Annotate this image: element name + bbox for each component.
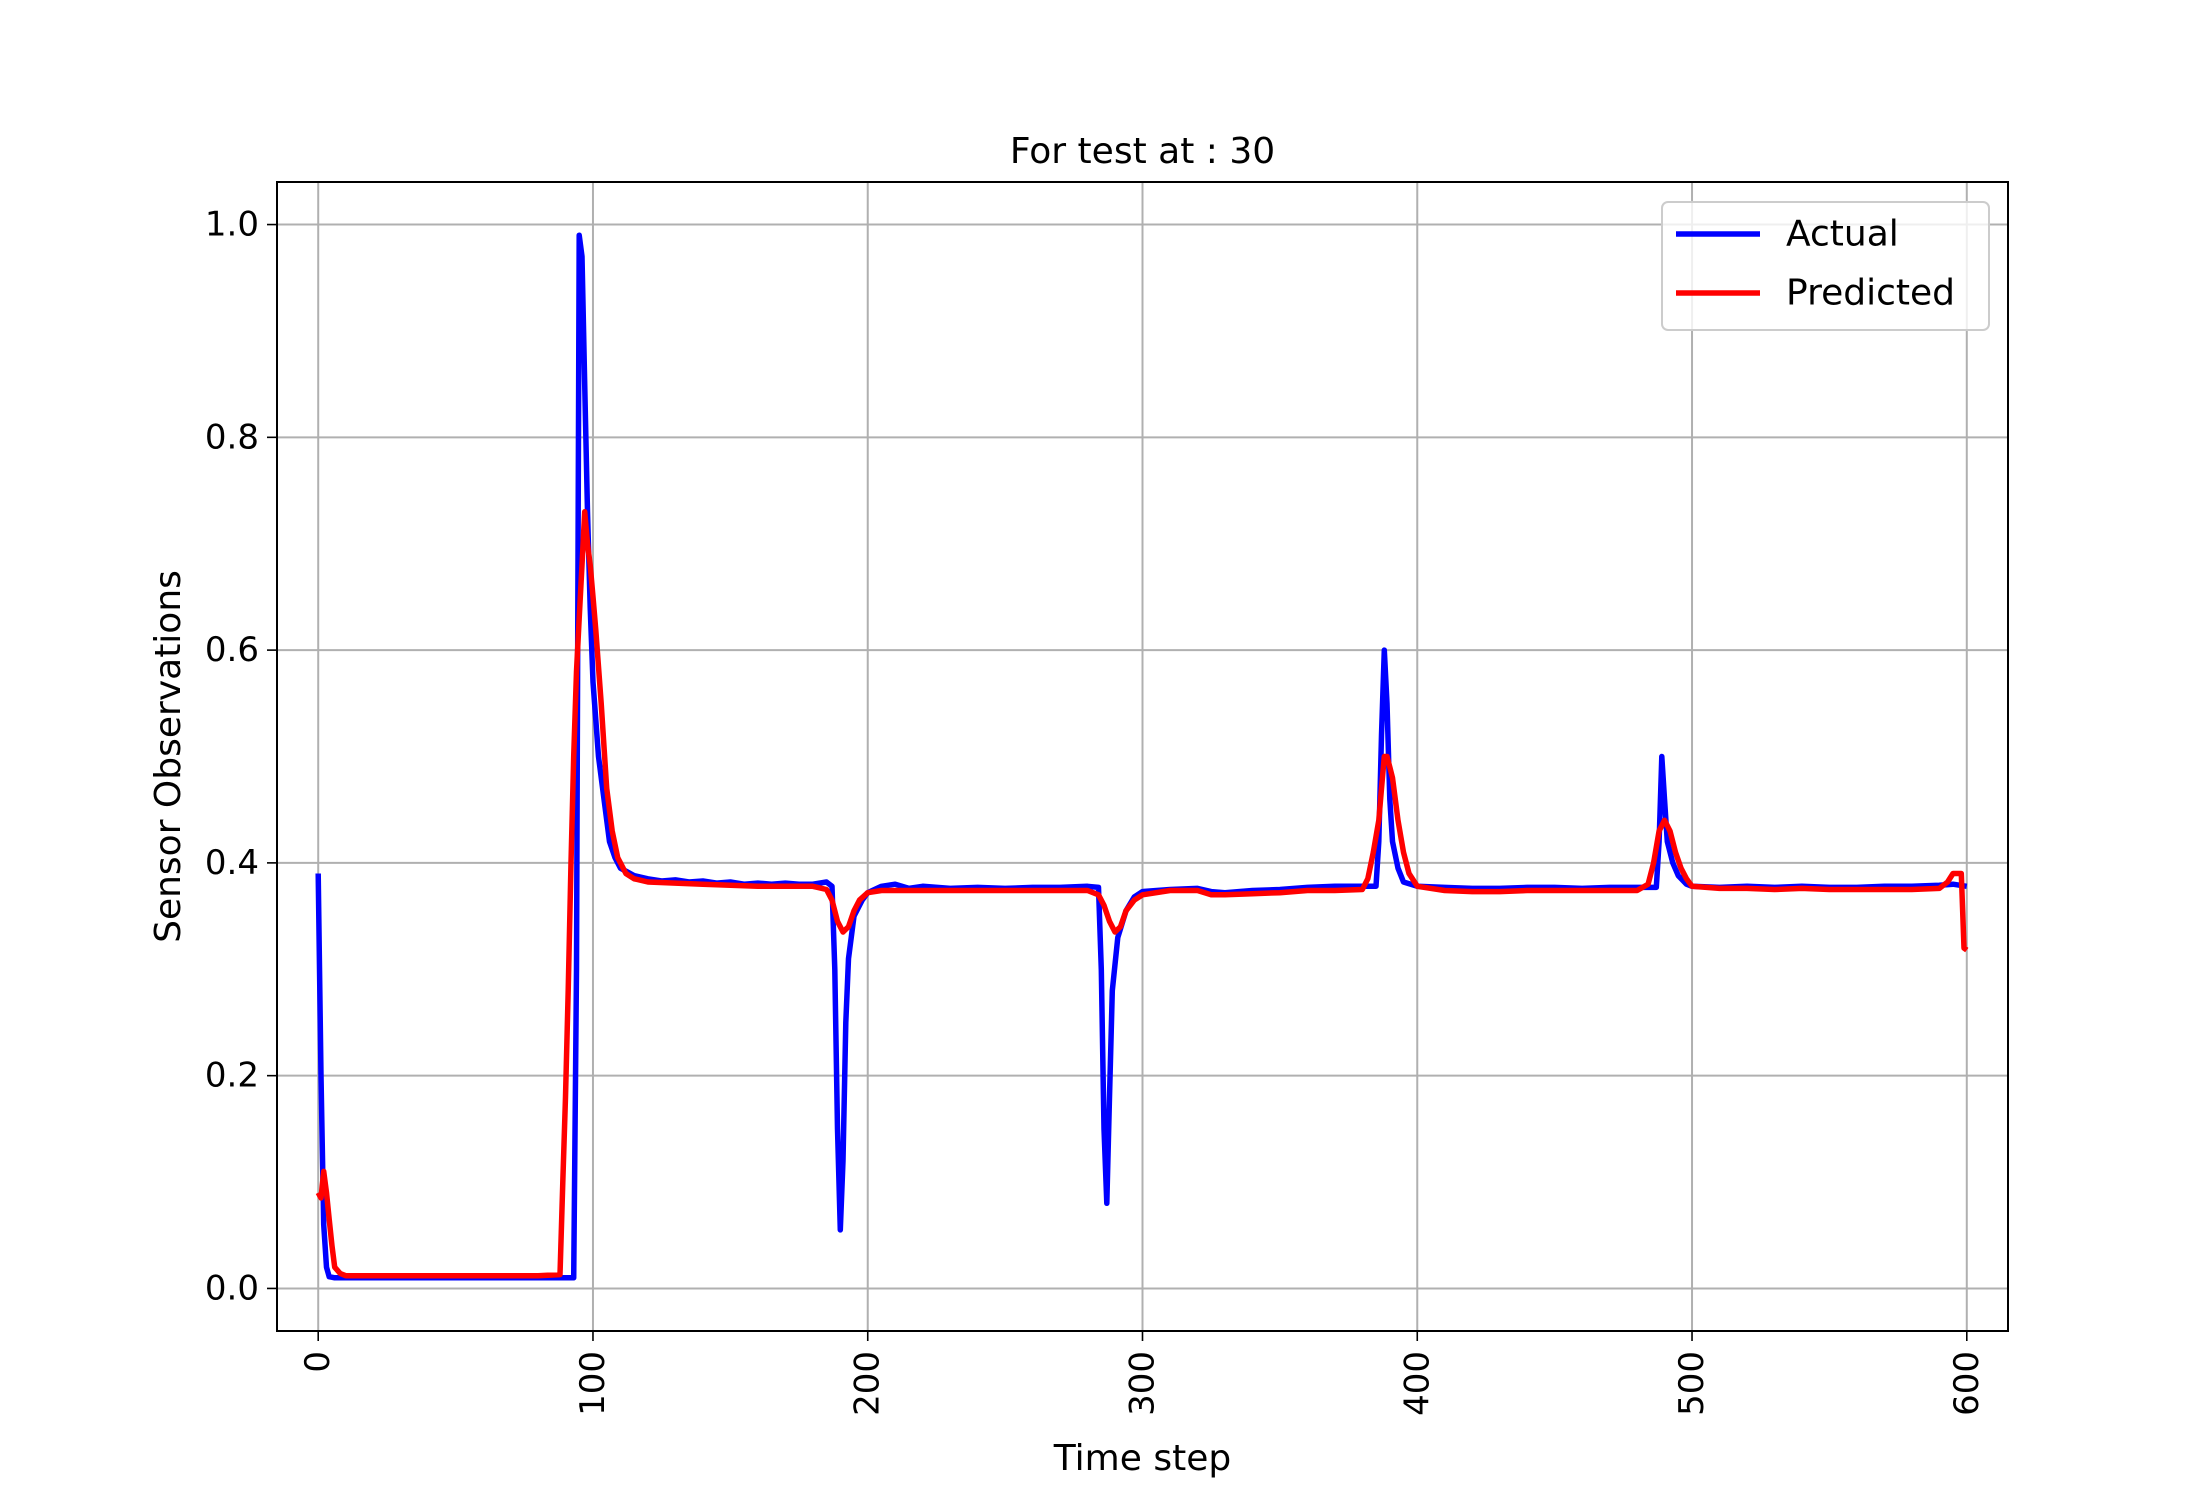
y-axis-label: Sensor Observations [148,570,189,943]
y-tick-label: 0.2 [205,1056,259,1096]
x-tick-label: 100 [573,1351,613,1416]
series-layer [315,232,1969,1281]
x-tick-label: 200 [848,1351,888,1416]
legend-label: Predicted [1786,273,1955,314]
y-axis: 0.0 0.2 0.4 0.6 0.8 1.0 [205,205,277,1308]
legend: Actual Predicted [1661,201,1990,331]
y-tick-label: 0.0 [205,1268,259,1308]
chart-title: For test at : 30 [1010,131,1275,172]
legend-label: Actual [1786,214,1899,255]
y-tick-label: 0.4 [205,843,259,883]
y-tick-label: 0.8 [205,417,259,457]
x-tick-label: 400 [1397,1351,1437,1416]
x-tick-label: 600 [1947,1351,1987,1416]
x-tick-label: 0 [298,1351,338,1373]
x-tick-label: 500 [1672,1351,1712,1416]
x-axis: 0 100 200 300 400 500 600 [298,1331,1987,1416]
series-line-actual [315,232,1968,1281]
x-axis-label: Time step [1053,1438,1231,1479]
y-tick-label: 1.0 [205,205,259,245]
y-tick-label: 0.6 [205,630,259,670]
x-tick-label: 300 [1123,1351,1163,1416]
series-line-predicted [315,509,1969,1279]
